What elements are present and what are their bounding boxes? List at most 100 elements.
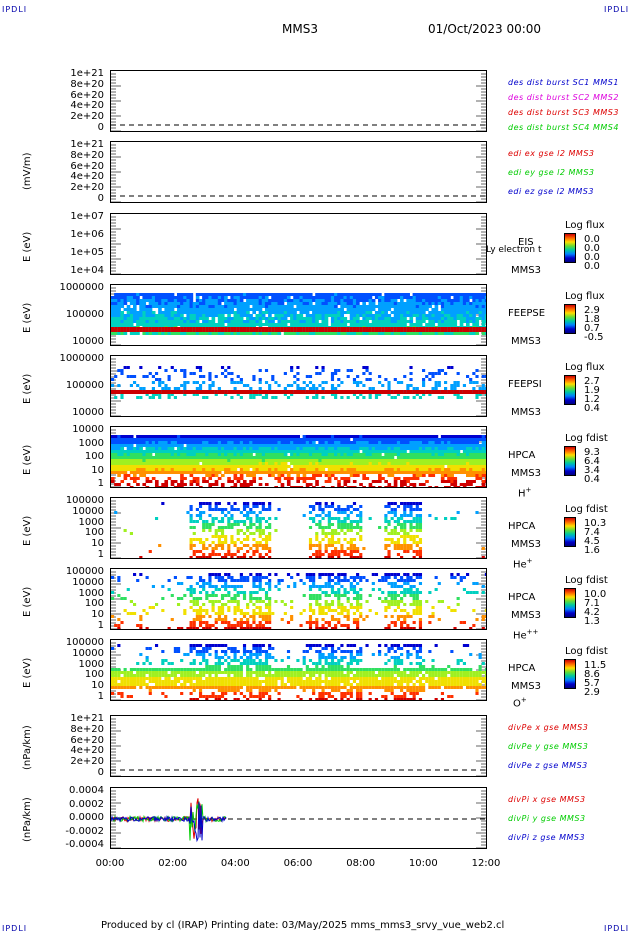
heatmap-cell bbox=[312, 468, 316, 471]
heatmap-cell bbox=[415, 450, 420, 453]
heatmap-cell bbox=[466, 305, 470, 308]
heatmap-cell bbox=[481, 387, 485, 390]
heatmap-cell bbox=[308, 323, 313, 326]
heatmap-cell bbox=[459, 296, 464, 299]
heatmap-cell bbox=[453, 438, 458, 441]
heatmap-cell bbox=[183, 302, 187, 305]
heatmap-cell bbox=[337, 505, 341, 508]
heatmap-cell bbox=[356, 332, 360, 335]
heatmap-cell bbox=[189, 591, 193, 594]
heatmap-cell bbox=[346, 453, 351, 456]
heatmap-cell bbox=[255, 317, 260, 320]
heatmap-cell bbox=[453, 327, 458, 332]
heatmap-cell bbox=[384, 517, 388, 520]
heatmap-cell bbox=[412, 468, 417, 471]
heatmap-cell bbox=[271, 296, 275, 299]
heatmap-cell bbox=[255, 441, 260, 444]
heatmap-cell bbox=[123, 468, 128, 471]
heatmap-cell bbox=[478, 327, 483, 332]
heatmap-cell bbox=[387, 556, 391, 558]
heatmap-cell bbox=[258, 529, 262, 532]
heatmap-cell bbox=[337, 317, 341, 320]
heatmap-cell bbox=[321, 381, 325, 384]
heatmap-cell bbox=[305, 471, 310, 474]
heatmap-cell bbox=[230, 453, 235, 456]
heatmap-cell bbox=[239, 444, 244, 447]
heatmap-cell bbox=[346, 486, 351, 487]
heatmap-cell bbox=[447, 459, 451, 462]
heatmap-cell bbox=[173, 468, 178, 471]
heatmap-cell bbox=[327, 450, 332, 453]
heatmap-cell bbox=[409, 327, 414, 332]
heatmap-cell bbox=[412, 332, 417, 335]
heatmap-cell bbox=[255, 308, 260, 311]
heatmap-cell bbox=[324, 381, 328, 384]
heatmap-cell bbox=[239, 547, 243, 550]
heatmap-cell bbox=[472, 465, 476, 468]
heatmap-cell bbox=[365, 471, 370, 474]
heatmap-cell bbox=[261, 396, 265, 399]
heatmap-cell bbox=[176, 447, 181, 450]
heatmap-cell bbox=[280, 447, 285, 450]
heatmap-cell bbox=[242, 438, 247, 441]
heatmap-cell bbox=[271, 471, 275, 474]
heatmap-cell bbox=[211, 327, 216, 332]
heatmap-cell bbox=[214, 453, 219, 456]
heatmap-cell bbox=[456, 444, 461, 447]
heatmap-cell bbox=[236, 308, 241, 311]
heatmap-cell bbox=[286, 471, 291, 474]
heatmap-cell bbox=[286, 444, 291, 447]
heatmap-cell bbox=[437, 462, 442, 465]
heatmap-cell bbox=[239, 311, 244, 314]
heatmap-cell bbox=[132, 390, 137, 394]
heatmap-cell bbox=[387, 305, 392, 308]
heatmap-cell bbox=[409, 508, 413, 511]
heatmap-cell bbox=[164, 435, 169, 438]
heatmap-cell bbox=[249, 323, 253, 326]
heatmap-cell bbox=[158, 441, 162, 444]
heatmap-cell bbox=[481, 299, 486, 302]
heatmap-cell bbox=[126, 314, 131, 317]
heatmap-cell bbox=[305, 311, 310, 314]
heatmap-cell bbox=[242, 523, 247, 526]
heatmap-cell bbox=[422, 393, 426, 396]
heatmap-cell bbox=[230, 517, 234, 520]
heatmap-cell bbox=[214, 332, 219, 335]
heatmap-cell bbox=[268, 447, 272, 450]
heatmap-cell bbox=[114, 471, 118, 474]
heatmap-cell bbox=[396, 544, 401, 547]
heatmap-cell bbox=[390, 305, 395, 308]
heatmap-cell bbox=[198, 486, 203, 487]
heatmap-cell bbox=[198, 323, 203, 326]
heatmap-cell bbox=[440, 299, 445, 302]
heatmap-cell bbox=[183, 327, 187, 332]
heatmap-cell bbox=[220, 462, 225, 465]
heatmap-cell bbox=[481, 327, 486, 332]
heatmap-cell bbox=[330, 305, 335, 308]
heatmap-cell bbox=[462, 299, 467, 302]
heatmap-cell bbox=[136, 465, 140, 468]
heatmap-cell bbox=[374, 471, 379, 474]
heatmap-cell bbox=[123, 320, 128, 323]
heatmap-cell bbox=[318, 508, 322, 511]
heatmap-cell bbox=[371, 308, 376, 311]
heatmap-cell bbox=[202, 305, 206, 308]
heatmap-cell bbox=[312, 544, 316, 547]
heatmap-cell bbox=[158, 305, 162, 308]
heatmap-cell bbox=[164, 387, 168, 390]
heatmap-cell bbox=[368, 444, 373, 447]
heatmap-cell bbox=[129, 441, 134, 444]
heatmap-cell bbox=[349, 511, 353, 514]
heatmap-cell bbox=[462, 441, 467, 444]
heatmap-cell bbox=[242, 441, 247, 444]
heatmap-cell bbox=[440, 444, 445, 447]
heatmap-cell bbox=[409, 305, 414, 308]
heatmap-cell bbox=[252, 553, 256, 556]
heatmap-cell bbox=[176, 450, 181, 453]
heatmap-cell bbox=[453, 471, 458, 474]
heatmap-cell bbox=[337, 314, 341, 317]
heatmap-cell bbox=[220, 526, 225, 529]
heatmap-cell bbox=[359, 296, 363, 299]
heatmap-cell bbox=[349, 468, 354, 471]
heatmap-cell bbox=[450, 314, 454, 317]
